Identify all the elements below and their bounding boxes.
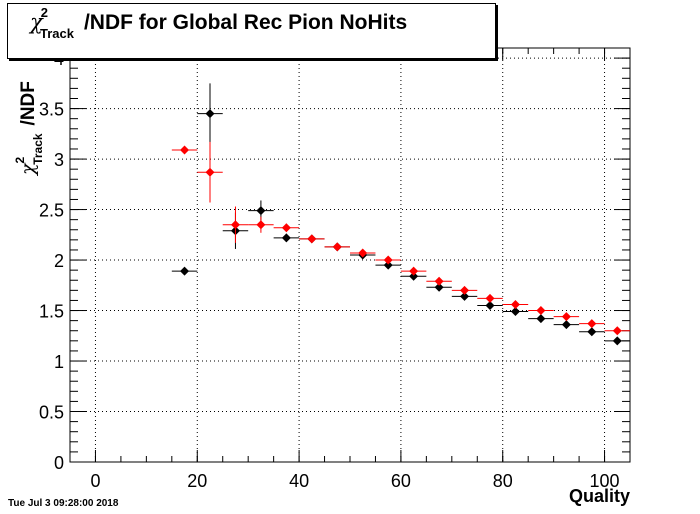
x-tick-label: 0	[90, 471, 100, 491]
ylabel-subscript: Track	[31, 133, 45, 165]
data-point	[383, 255, 393, 265]
ylabel-text: /NDF	[18, 81, 39, 126]
data-point	[180, 266, 190, 276]
data-point	[281, 223, 291, 233]
data-point	[180, 145, 190, 155]
data-point	[536, 314, 546, 324]
data-point	[485, 300, 495, 310]
y-tick-label: 1.5	[39, 302, 64, 322]
x-tick-label: 100	[590, 471, 620, 491]
data-marks	[171, 83, 630, 346]
y-tick-label: 0	[54, 453, 64, 473]
data-point	[205, 109, 215, 119]
y-tick-label: 3.5	[39, 100, 64, 120]
x-tick-label: 60	[391, 471, 411, 491]
data-point	[409, 271, 419, 281]
data-point	[205, 167, 215, 177]
y-tick-label: 3	[54, 150, 64, 170]
timestamp: Tue Jul 3 09:28:00 2018	[8, 498, 119, 509]
data-point	[256, 206, 266, 216]
x-tick-label: 80	[493, 471, 513, 491]
series-red	[171, 141, 630, 336]
data-point	[536, 306, 546, 316]
y-tick-label: 1	[54, 352, 64, 372]
ylabel-chi-symbol: χ	[17, 163, 39, 175]
y-tick-label: 4	[54, 49, 64, 69]
data-point	[460, 291, 470, 301]
ylabel-superscript: 2	[13, 156, 27, 164]
x-tick-label: 20	[187, 471, 207, 491]
x-tick-label: 40	[289, 471, 309, 491]
y-tick-label: 2.5	[39, 201, 64, 221]
data-point	[358, 248, 368, 258]
data-point	[587, 319, 597, 329]
data-point	[307, 234, 317, 244]
axis-tick-labels: 0 20 40 60 80 100 0 0.5 1 1.5 2 2.5 3 3.5 4	[39, 49, 620, 491]
data-point	[409, 266, 419, 276]
x-axis-label: Quality	[568, 486, 630, 506]
data-point	[230, 220, 240, 230]
data-point	[332, 242, 342, 252]
chart-title: χ2 Track/NDF for Global Rec Pion NoHits	[30, 5, 408, 41]
data-point	[434, 282, 444, 292]
axis-ticks	[69, 47, 631, 463]
data-point	[281, 233, 291, 243]
series-black	[171, 83, 630, 346]
data-point	[485, 293, 495, 303]
data-point	[612, 326, 622, 336]
data-point	[561, 320, 571, 330]
data-point	[434, 276, 444, 286]
data-point	[587, 327, 597, 337]
data-point	[612, 336, 622, 346]
data-point	[256, 220, 266, 230]
title-chi-symbol: χ	[30, 10, 43, 34]
data-point	[510, 307, 520, 317]
chart-title-box: χ2 Track/NDF for Global Rec Pion NoHits	[7, 3, 496, 59]
y-tick-label: 0.5	[39, 403, 64, 423]
y-tick-label: 2	[54, 251, 64, 271]
data-point	[460, 285, 470, 295]
title-superscript: 2	[40, 5, 48, 20]
data-point	[510, 299, 520, 309]
title-text: /NDF for Global Rec Pion NoHits	[83, 11, 408, 34]
data-point	[561, 312, 571, 322]
title-subscript: Track	[39, 26, 74, 41]
y-axis-label: χ2 Track/NDF	[2, 60, 62, 175]
data-point	[383, 260, 393, 270]
